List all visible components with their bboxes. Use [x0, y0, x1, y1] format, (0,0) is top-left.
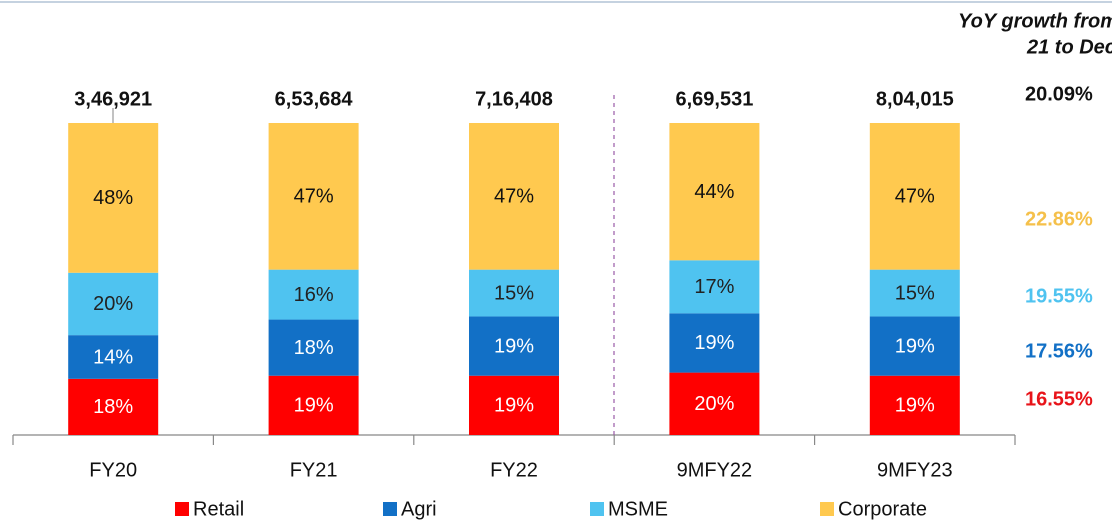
bar-segment — [68, 378, 159, 435]
segment-label: 44% — [694, 181, 734, 203]
legend-swatch — [383, 502, 397, 516]
segment-label: 47% — [494, 186, 534, 208]
segment-label: 20% — [694, 393, 734, 415]
bar-segment — [268, 269, 359, 320]
segment-label: 19% — [494, 395, 534, 417]
segment-label: 48% — [93, 187, 133, 209]
bar-segment — [469, 123, 559, 270]
total-label: 3,46,921 — [74, 88, 152, 110]
legend-swatch — [590, 502, 604, 516]
segment-label: 19% — [895, 395, 935, 417]
x-tick-label: FY22 — [490, 459, 538, 481]
bar-segment — [469, 316, 559, 376]
bar-segment — [869, 123, 960, 270]
total-label: 6,53,684 — [275, 88, 354, 110]
bar-segment — [469, 375, 559, 435]
bar-segment — [68, 272, 159, 336]
segment-label: 47% — [294, 186, 334, 208]
bar-segment — [869, 316, 960, 376]
bar-segment — [268, 375, 359, 435]
bar-segment — [669, 372, 760, 435]
segment-label: 15% — [895, 282, 935, 304]
x-tick-label: FY20 — [89, 459, 137, 481]
segment-label: 18% — [93, 396, 133, 418]
segment-label: 19% — [694, 332, 734, 354]
segment-label: 19% — [895, 335, 935, 357]
total-label: 6,69,531 — [675, 88, 753, 110]
legend-label: Agri — [401, 498, 437, 520]
growth-label: 20.09% — [1025, 83, 1093, 105]
x-tick-label: 9MFY22 — [677, 459, 753, 481]
segment-label: 15% — [494, 282, 534, 304]
bar-segment — [669, 123, 760, 261]
legend-swatch — [175, 502, 189, 516]
bar-segment — [268, 319, 359, 376]
bar-segment — [469, 269, 559, 317]
bar-segment — [869, 269, 960, 317]
segment-label: 14% — [93, 346, 133, 368]
segment-label: 20% — [93, 293, 133, 315]
bar-segment — [669, 260, 760, 314]
segment-label: 18% — [294, 337, 334, 359]
legend-label: Corporate — [838, 498, 927, 520]
bar-segment — [68, 335, 159, 379]
segment-label: 17% — [694, 276, 734, 298]
bar-segment — [869, 375, 960, 435]
x-tick-label: FY21 — [290, 459, 338, 481]
growth-label: 17.56% — [1025, 340, 1093, 362]
legend-label: MSME — [608, 498, 668, 520]
legend-swatch — [820, 502, 834, 516]
growth-label: 19.55% — [1025, 285, 1093, 307]
legend-label: Retail — [193, 498, 244, 520]
segment-label: 47% — [895, 186, 935, 208]
growth-title: YoY growth from — [958, 10, 1112, 32]
growth-label: 22.86% — [1025, 208, 1093, 230]
bar-segment — [68, 123, 159, 273]
segment-label: 16% — [294, 284, 334, 306]
total-label: 8,04,015 — [876, 88, 954, 110]
growth-title: 21 to Dec-2 — [1026, 36, 1112, 58]
bar-segment — [268, 123, 359, 270]
segment-label: 19% — [494, 335, 534, 357]
growth-label: 16.55% — [1025, 388, 1093, 410]
segment-label: 19% — [294, 395, 334, 417]
bar-segment — [669, 313, 760, 373]
x-tick-label: 9MFY23 — [877, 459, 953, 481]
total-label: 7,16,408 — [475, 88, 553, 110]
